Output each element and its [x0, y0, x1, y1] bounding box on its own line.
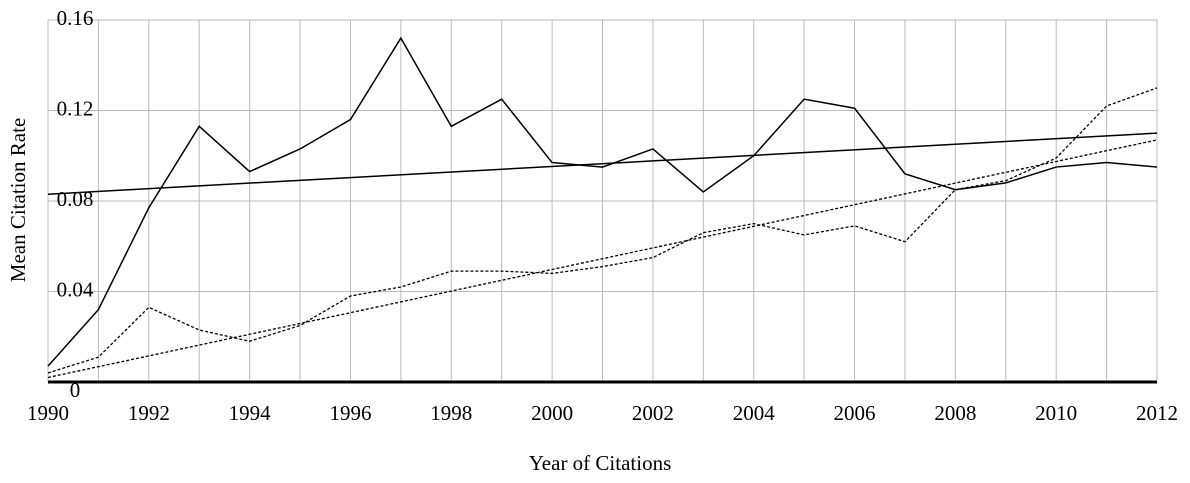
trend-line [47, 132, 1158, 195]
series-line [47, 36, 1158, 367]
trend-line [47, 139, 1158, 379]
series-line [47, 87, 1158, 374]
x-tick-label: 1992 [128, 401, 170, 425]
x-tick-label: 1990 [27, 401, 69, 425]
y-tick-label: 0.08 [57, 187, 94, 211]
y-axis-title: Mean Citation Rate [6, 118, 30, 282]
x-tick-label: 1996 [329, 401, 371, 425]
x-tick-label: 2004 [733, 401, 776, 425]
x-tick-label: 2008 [934, 401, 976, 425]
y-tick-label: 0.04 [57, 277, 94, 301]
x-tick-label: 1994 [229, 401, 272, 425]
x-tick-label: 2012 [1136, 401, 1178, 425]
x-tick-label: 1998 [430, 401, 472, 425]
y-tick-label: 0.12 [57, 96, 94, 120]
x-tick-label: 2002 [632, 401, 674, 425]
x-axis-title: Year of Citations [529, 451, 672, 475]
y-tick-label: 0 [70, 378, 81, 402]
x-tick-label: 2000 [531, 401, 573, 425]
x-tick-label: 2010 [1035, 401, 1077, 425]
x-tick-label: 2006 [834, 401, 876, 425]
y-tick-label: 0.16 [57, 6, 94, 30]
